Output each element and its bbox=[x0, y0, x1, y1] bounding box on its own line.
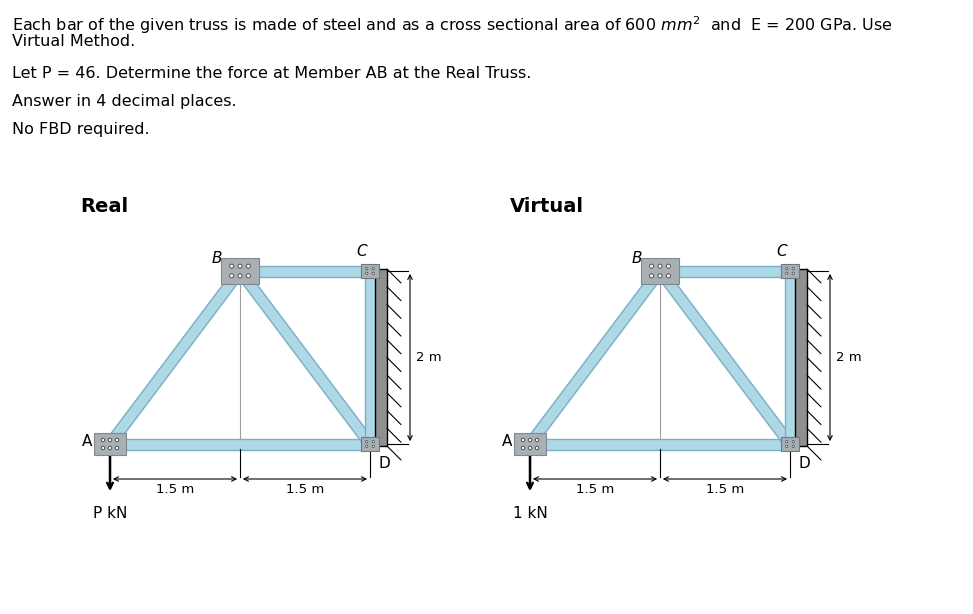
Circle shape bbox=[101, 438, 105, 441]
Bar bbox=[514, 433, 546, 455]
Bar bbox=[361, 437, 379, 451]
Circle shape bbox=[372, 445, 375, 448]
Circle shape bbox=[101, 446, 105, 449]
Text: 1 kN: 1 kN bbox=[513, 506, 548, 521]
Circle shape bbox=[108, 438, 112, 441]
Circle shape bbox=[366, 268, 368, 270]
Bar bbox=[221, 258, 259, 284]
Circle shape bbox=[115, 446, 119, 449]
Circle shape bbox=[366, 272, 368, 274]
Text: D: D bbox=[798, 456, 810, 471]
Circle shape bbox=[528, 446, 531, 449]
Circle shape bbox=[650, 264, 654, 268]
Text: 2 m: 2 m bbox=[416, 351, 442, 364]
Bar bbox=[781, 264, 799, 278]
Text: P kN: P kN bbox=[92, 506, 127, 521]
Polygon shape bbox=[240, 265, 370, 276]
Text: 1.5 m: 1.5 m bbox=[156, 483, 195, 496]
Circle shape bbox=[667, 274, 670, 278]
Text: A: A bbox=[82, 435, 92, 449]
Circle shape bbox=[535, 446, 539, 449]
Circle shape bbox=[792, 272, 794, 274]
Polygon shape bbox=[365, 271, 376, 444]
Circle shape bbox=[366, 440, 368, 443]
Text: Virtual Method.: Virtual Method. bbox=[12, 34, 135, 49]
Circle shape bbox=[792, 445, 794, 448]
Circle shape bbox=[535, 438, 539, 441]
Text: 1.5 m: 1.5 m bbox=[705, 483, 744, 496]
Circle shape bbox=[366, 445, 368, 448]
Polygon shape bbox=[525, 268, 665, 448]
Circle shape bbox=[785, 272, 788, 274]
Circle shape bbox=[372, 440, 375, 443]
Circle shape bbox=[785, 445, 788, 448]
Text: Answer in 4 decimal places.: Answer in 4 decimal places. bbox=[12, 94, 236, 109]
Text: A: A bbox=[502, 435, 512, 449]
Polygon shape bbox=[110, 438, 370, 449]
Circle shape bbox=[650, 274, 654, 278]
Circle shape bbox=[372, 268, 375, 270]
Circle shape bbox=[246, 264, 250, 268]
Circle shape bbox=[372, 272, 375, 274]
Text: B: B bbox=[631, 251, 642, 266]
Polygon shape bbox=[784, 271, 796, 444]
Text: 1.5 m: 1.5 m bbox=[286, 483, 324, 496]
Bar bbox=[375, 269, 387, 446]
Circle shape bbox=[667, 264, 670, 268]
Circle shape bbox=[792, 268, 794, 270]
Circle shape bbox=[522, 438, 524, 441]
Circle shape bbox=[658, 274, 662, 278]
Bar bbox=[795, 269, 807, 446]
Circle shape bbox=[785, 440, 788, 443]
Text: Virtual: Virtual bbox=[510, 197, 584, 216]
Polygon shape bbox=[660, 265, 790, 276]
Polygon shape bbox=[106, 268, 244, 448]
Polygon shape bbox=[235, 268, 375, 448]
Text: B: B bbox=[211, 251, 222, 266]
Text: C: C bbox=[776, 244, 787, 259]
Text: Real: Real bbox=[80, 197, 128, 216]
Polygon shape bbox=[530, 438, 790, 449]
Text: 1.5 m: 1.5 m bbox=[576, 483, 614, 496]
Text: No FBD required.: No FBD required. bbox=[12, 122, 150, 137]
Circle shape bbox=[246, 274, 250, 278]
Text: Let P = 46. Determine the force at Member AB at the Real Truss.: Let P = 46. Determine the force at Membe… bbox=[12, 66, 531, 81]
Circle shape bbox=[528, 438, 531, 441]
Bar bbox=[641, 258, 679, 284]
Bar bbox=[781, 437, 799, 451]
Circle shape bbox=[108, 446, 112, 449]
Bar bbox=[94, 433, 126, 455]
Circle shape bbox=[230, 274, 234, 278]
Circle shape bbox=[238, 264, 242, 268]
Circle shape bbox=[658, 264, 662, 268]
Circle shape bbox=[522, 446, 524, 449]
Circle shape bbox=[238, 274, 242, 278]
Circle shape bbox=[230, 264, 234, 268]
Circle shape bbox=[115, 438, 119, 441]
Circle shape bbox=[785, 268, 788, 270]
Text: C: C bbox=[357, 244, 368, 259]
Bar bbox=[361, 264, 379, 278]
Circle shape bbox=[792, 440, 794, 443]
Text: Each bar of the given truss is made of steel and as a cross sectional area of 60: Each bar of the given truss is made of s… bbox=[12, 14, 893, 36]
Text: 2 m: 2 m bbox=[836, 351, 862, 364]
Text: D: D bbox=[378, 456, 390, 471]
Polygon shape bbox=[656, 268, 794, 448]
